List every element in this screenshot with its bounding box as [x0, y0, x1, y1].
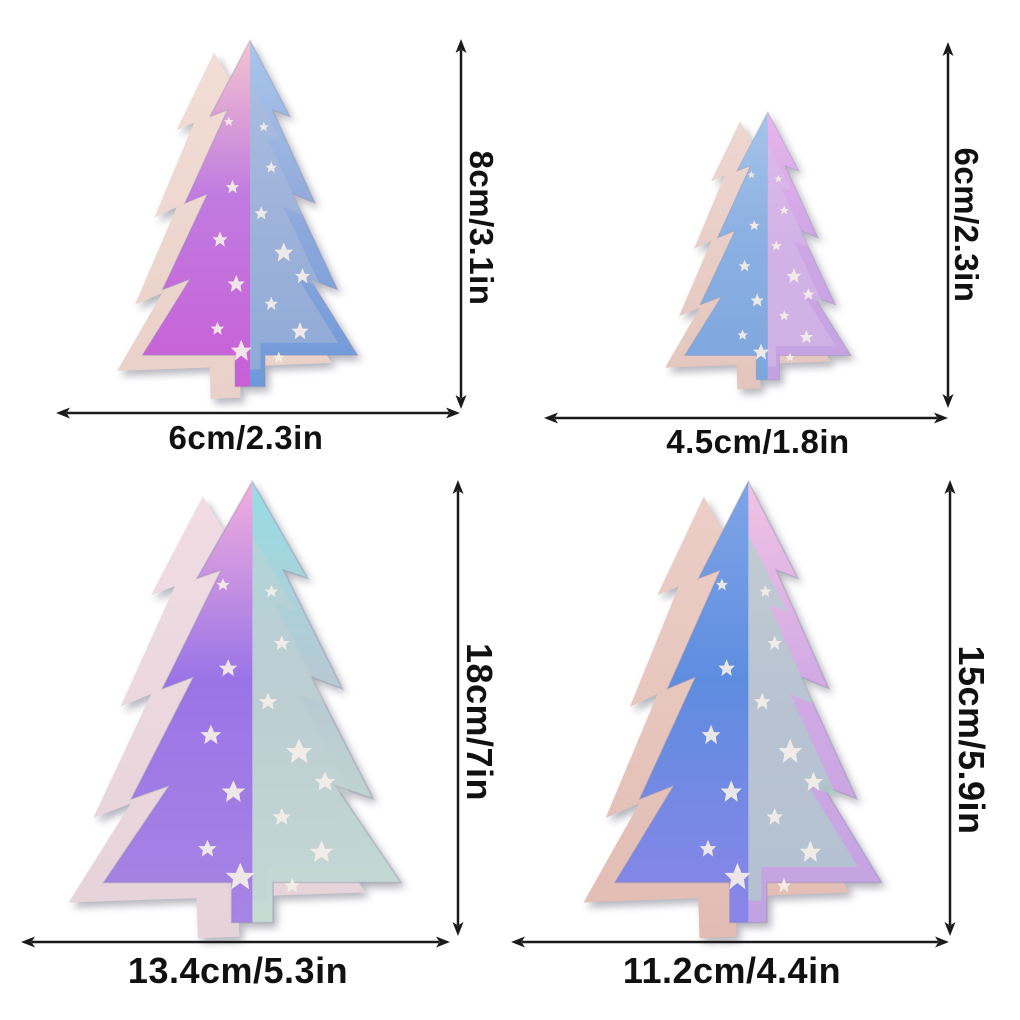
width-arrow-top-right [544, 412, 948, 424]
height-label-top-right: 6cm/2.3in [948, 147, 985, 303]
tree-illustration-bottom-left [54, 480, 402, 943]
tree-illustration-top-left [106, 39, 359, 403]
height-arrow-top-right [942, 42, 954, 408]
width-label-bottom-left: 13.4cm/5.3in [127, 950, 349, 991]
height-arrow-bottom-right [944, 480, 956, 936]
height-arrow-bottom-left [452, 480, 464, 936]
height-label-bottom-right: 15cm/5.9in [951, 645, 992, 835]
height-arrow-top-left [455, 39, 467, 409]
width-label-top-right: 4.5cm/1.8in [666, 423, 850, 460]
width-arrow-top-left [56, 407, 460, 419]
width-arrow-bottom-right [511, 936, 949, 948]
tree-illustration-top-right [657, 111, 852, 392]
height-label-top-left: 8cm/3.1in [463, 150, 500, 306]
tree-illustration-bottom-right [570, 480, 883, 943]
width-label-bottom-right: 11.2cm/4.4in [622, 950, 842, 991]
width-arrow-bottom-left [21, 936, 450, 948]
height-label-bottom-left: 18cm/7in [459, 642, 500, 802]
width-label-top-left: 6cm/2.3in [168, 419, 324, 456]
